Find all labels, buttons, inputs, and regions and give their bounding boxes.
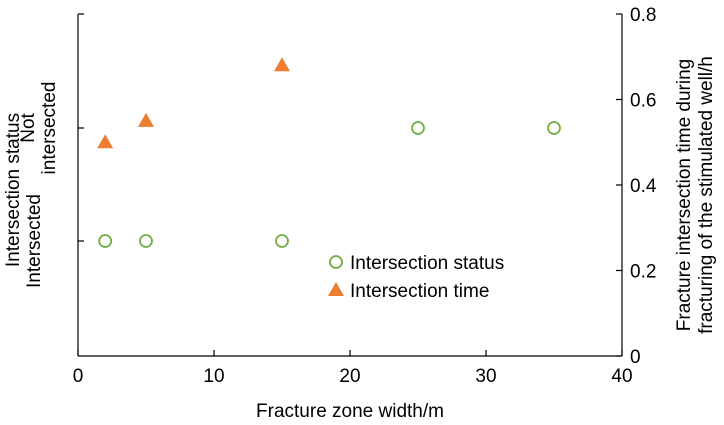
right-axis-title-line: fracturing of the stimulated well/h: [696, 56, 717, 334]
right-tick-label: 0.2: [630, 262, 656, 283]
intersection-status-point: [275, 234, 289, 248]
intersection-time-point: [97, 134, 114, 149]
right-axis-title: Fracture intersection time duringfractur…: [674, 56, 717, 334]
left-axis-title: Intersection status: [3, 113, 24, 267]
x-tick-label: 10: [203, 366, 224, 387]
x-tick-label: 0: [73, 366, 84, 387]
legend-label: Intersection status: [350, 253, 504, 274]
left-category-label-line: Intersected: [24, 194, 45, 288]
x-tick-label: 30: [475, 366, 496, 387]
left-category-label: Notintersected: [18, 82, 60, 175]
intersection-status-point: [139, 234, 153, 248]
left-category-label-line: Not: [18, 113, 39, 143]
right-tick-label: 0.4: [630, 176, 657, 197]
legend-marker: [329, 255, 343, 269]
right-tick-label: 0: [630, 347, 641, 368]
legend-label: Intersection time: [350, 281, 489, 302]
x-tick-label: 20: [339, 366, 360, 387]
right-tick-label: 0.8: [630, 5, 656, 26]
legend: Intersection status Intersection time: [328, 253, 504, 302]
intersection-status-point: [547, 121, 561, 135]
data-marks: [97, 57, 561, 248]
intersection-status-point: [411, 121, 425, 135]
x-tick-label: 40: [611, 366, 632, 387]
x-axis-title: Fracture zone width/m: [256, 401, 444, 422]
ticks: 0 10 20 30 40 Intersected Notintersected 0 0.2 0.…: [18, 5, 657, 387]
left-category-label: Intersected: [24, 194, 45, 288]
right-tick-label: 0.6: [630, 91, 656, 112]
axes: [77, 14, 623, 357]
intersection-status-point: [98, 234, 113, 248]
axis-titles: Fracture zone width/m Intersection status…: [3, 56, 717, 422]
right-axis-title-line: Fracture intersection time during: [674, 59, 695, 331]
intersection-time-point: [138, 112, 154, 127]
intersection-time-point: [274, 57, 290, 72]
left-category-label-line: intersected: [39, 82, 60, 175]
legend-marker: [328, 282, 344, 296]
